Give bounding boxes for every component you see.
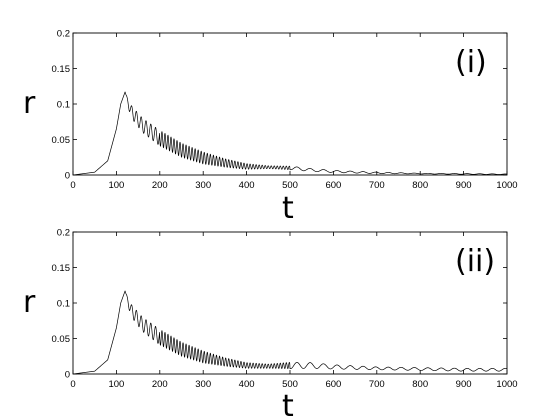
- x-tick-label: 900: [456, 180, 472, 191]
- x-tick-label: 1000: [496, 379, 517, 390]
- y-tick-label: 0: [65, 171, 70, 182]
- x-tick-label: 500: [282, 379, 298, 390]
- series-line-ii: [72, 290, 508, 375]
- y-tick-label: 0.05: [52, 334, 71, 345]
- x-tick-label: 300: [195, 379, 211, 390]
- series-line-i: [72, 91, 508, 176]
- y-tick-label: 0.2: [57, 228, 70, 239]
- x-tick-label: 400: [239, 379, 255, 390]
- y-tick-label: 0.15: [52, 263, 71, 274]
- x-tick-label: 700: [369, 379, 385, 390]
- x-tick-label: 0: [70, 180, 75, 191]
- y-axis-label-i: r: [23, 86, 36, 121]
- panel-label-ii: (ii): [455, 244, 495, 279]
- ticks-ii: 0 100 200 300 400 500 600 700 800 900 1000 0 0.05 0.1…: [52, 228, 518, 391]
- y-tick-label: 0.2: [57, 29, 70, 40]
- ticks-i: 0 100 200 300 400 500 600 700 800 900 1000 0 0.05 0.1…: [52, 29, 518, 192]
- x-tick-label: 800: [412, 379, 428, 390]
- x-tick-label: 700: [369, 180, 385, 191]
- x-tick-label: 1000: [496, 180, 517, 191]
- x-tick-label: 100: [108, 180, 124, 191]
- x-axis-label-ii: t: [282, 389, 294, 420]
- plot-frame-i: [72, 32, 508, 176]
- plot-frame-ii: [72, 231, 508, 375]
- x-tick-label: 100: [108, 379, 124, 390]
- x-tick-label: 800: [412, 180, 428, 191]
- panel-i: 0 100 200 300 400 500 600 700 800 900 1000 0 0.05 0.1…: [23, 29, 518, 227]
- y-tick-label: 0: [65, 370, 70, 381]
- x-tick-label: 900: [456, 379, 472, 390]
- panel-ii: 0 100 200 300 400 500 600 700 800 900 1000 0 0.05 0.1…: [23, 228, 518, 420]
- panel-label-i: (i): [455, 45, 487, 80]
- y-axis-label-ii: r: [23, 285, 36, 320]
- x-tick-label: 400: [239, 180, 255, 191]
- x-tick-label: 500: [282, 180, 298, 191]
- x-axis-label-i: t: [282, 191, 294, 226]
- x-tick-label: 200: [152, 180, 168, 191]
- x-tick-label: 0: [70, 379, 75, 390]
- x-tick-label: 600: [325, 379, 341, 390]
- y-tick-label: 0.1: [57, 100, 70, 111]
- x-tick-label: 200: [152, 379, 168, 390]
- y-tick-label: 0.05: [52, 135, 71, 146]
- x-tick-label: 600: [325, 180, 341, 191]
- x-tick-label: 300: [195, 180, 211, 191]
- y-tick-label: 0.15: [52, 64, 71, 75]
- y-tick-label: 0.1: [57, 299, 70, 310]
